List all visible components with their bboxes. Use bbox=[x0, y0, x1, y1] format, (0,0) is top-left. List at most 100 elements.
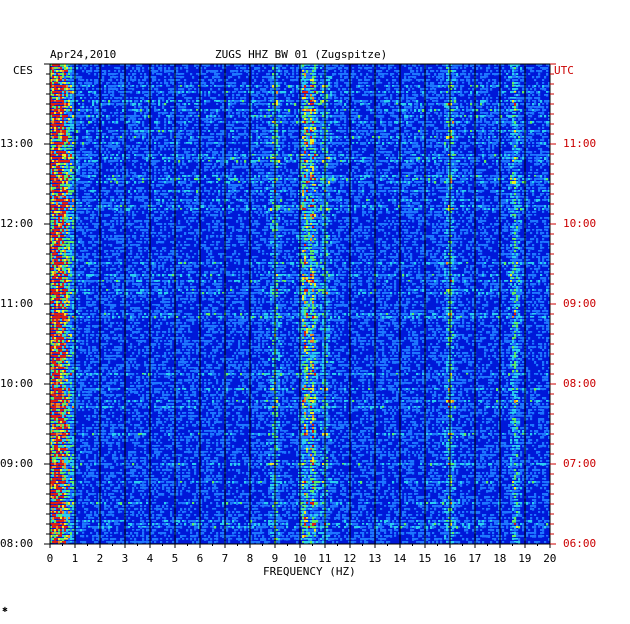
heatmap-cell bbox=[492, 151, 494, 153]
heatmap-cell bbox=[406, 85, 408, 88]
heatmap-cell bbox=[292, 85, 294, 87]
heatmap-cell bbox=[490, 109, 492, 111]
heatmap-cell bbox=[182, 76, 184, 78]
heatmap-cell bbox=[528, 127, 530, 129]
heatmap-cell bbox=[318, 109, 320, 111]
heatmap-cell bbox=[244, 100, 246, 102]
heatmap-cell bbox=[344, 142, 346, 145]
heatmap-cell bbox=[68, 115, 70, 117]
heatmap-cell bbox=[460, 151, 462, 153]
heatmap-cell bbox=[164, 103, 166, 105]
heatmap-cell bbox=[76, 100, 78, 102]
heatmap-cell bbox=[452, 91, 454, 94]
heatmap-cell bbox=[214, 97, 216, 99]
heatmap-cell bbox=[410, 121, 412, 123]
heatmap-cell bbox=[318, 142, 320, 145]
heatmap-cell bbox=[408, 100, 410, 102]
heatmap-cell bbox=[454, 145, 456, 147]
heatmap-cell bbox=[406, 97, 408, 100]
heatmap-cell bbox=[544, 154, 546, 156]
heatmap-cell bbox=[142, 148, 144, 150]
heatmap-cell bbox=[354, 112, 356, 114]
heatmap-cell bbox=[196, 109, 198, 111]
heatmap-cell bbox=[480, 148, 482, 151]
heatmap-cell bbox=[538, 100, 540, 102]
heatmap-cell bbox=[268, 73, 270, 75]
heatmap-cell bbox=[436, 145, 438, 147]
heatmap-cell bbox=[282, 154, 284, 157]
heatmap-cell bbox=[194, 142, 196, 145]
heatmap-cell bbox=[470, 91, 472, 94]
heatmap-cell bbox=[158, 121, 160, 124]
heatmap-cell bbox=[306, 76, 308, 79]
heatmap-cell bbox=[326, 112, 328, 114]
heatmap-cell bbox=[152, 151, 154, 153]
heatmap-cell bbox=[70, 154, 72, 157]
heatmap-cell bbox=[94, 154, 96, 157]
heatmap-cell bbox=[190, 82, 192, 85]
heatmap-cell bbox=[438, 139, 440, 141]
heatmap-cell bbox=[140, 100, 142, 102]
heatmap-cell bbox=[436, 85, 438, 88]
heatmap-cell bbox=[172, 100, 174, 102]
heatmap-cell bbox=[464, 100, 466, 102]
heatmap-cell bbox=[496, 118, 498, 120]
heatmap-cell bbox=[292, 151, 294, 153]
heatmap-cell bbox=[526, 103, 528, 106]
heatmap-cell bbox=[64, 151, 66, 154]
heatmap-cell bbox=[314, 67, 316, 70]
heatmap-cell bbox=[82, 85, 84, 87]
heatmap-cell bbox=[512, 91, 514, 93]
heatmap-cell bbox=[322, 160, 324, 163]
heatmap-cell bbox=[56, 79, 58, 82]
heatmap-cell bbox=[292, 100, 294, 102]
heatmap-cell bbox=[270, 70, 272, 72]
heatmap-cell bbox=[446, 85, 448, 87]
heatmap-cell bbox=[286, 109, 288, 111]
heatmap-cell bbox=[308, 121, 310, 123]
heatmap-cell bbox=[306, 154, 308, 157]
heatmap-cell bbox=[54, 139, 56, 141]
heatmap-cell bbox=[456, 82, 458, 84]
heatmap-cell bbox=[508, 121, 510, 124]
heatmap-cell bbox=[194, 115, 196, 117]
heatmap-cell bbox=[264, 97, 266, 100]
heatmap-cell bbox=[494, 85, 496, 88]
heatmap-cell bbox=[446, 139, 448, 141]
heatmap-cell bbox=[392, 79, 394, 81]
heatmap-cell bbox=[316, 100, 318, 102]
heatmap-cell bbox=[306, 142, 308, 144]
heatmap-cell bbox=[288, 109, 290, 112]
heatmap-cell bbox=[530, 133, 532, 135]
heatmap-cell bbox=[440, 70, 442, 72]
heatmap-cell bbox=[172, 79, 174, 81]
heatmap-cell bbox=[456, 91, 458, 93]
heatmap-cell bbox=[338, 124, 340, 126]
heatmap-cell bbox=[520, 85, 522, 87]
heatmap-cell bbox=[316, 148, 318, 150]
heatmap-cell bbox=[160, 136, 162, 139]
heatmap-cell bbox=[236, 73, 238, 75]
heatmap-cell bbox=[460, 67, 462, 69]
heatmap-cell bbox=[336, 142, 338, 144]
heatmap-cell bbox=[208, 70, 210, 72]
heatmap-cell bbox=[536, 121, 538, 123]
heatmap-cell bbox=[364, 82, 366, 84]
heatmap-cell bbox=[304, 103, 306, 105]
heatmap-cell bbox=[116, 109, 118, 111]
heatmap-cell bbox=[270, 157, 272, 159]
heatmap-cell bbox=[158, 136, 160, 139]
heatmap-cell bbox=[170, 112, 172, 115]
heatmap-cell bbox=[130, 115, 132, 118]
heatmap-cell bbox=[72, 130, 74, 132]
heatmap-cell bbox=[452, 139, 454, 141]
heatmap-cell bbox=[422, 88, 424, 90]
heatmap-cell bbox=[266, 154, 268, 157]
heatmap-cell bbox=[52, 130, 54, 132]
heatmap-cell bbox=[242, 109, 244, 111]
heatmap-cell bbox=[382, 136, 384, 138]
heatmap-cell bbox=[236, 127, 238, 129]
heatmap-cell bbox=[334, 118, 336, 121]
heatmap-cell bbox=[120, 127, 122, 129]
heatmap-cell bbox=[396, 121, 398, 124]
